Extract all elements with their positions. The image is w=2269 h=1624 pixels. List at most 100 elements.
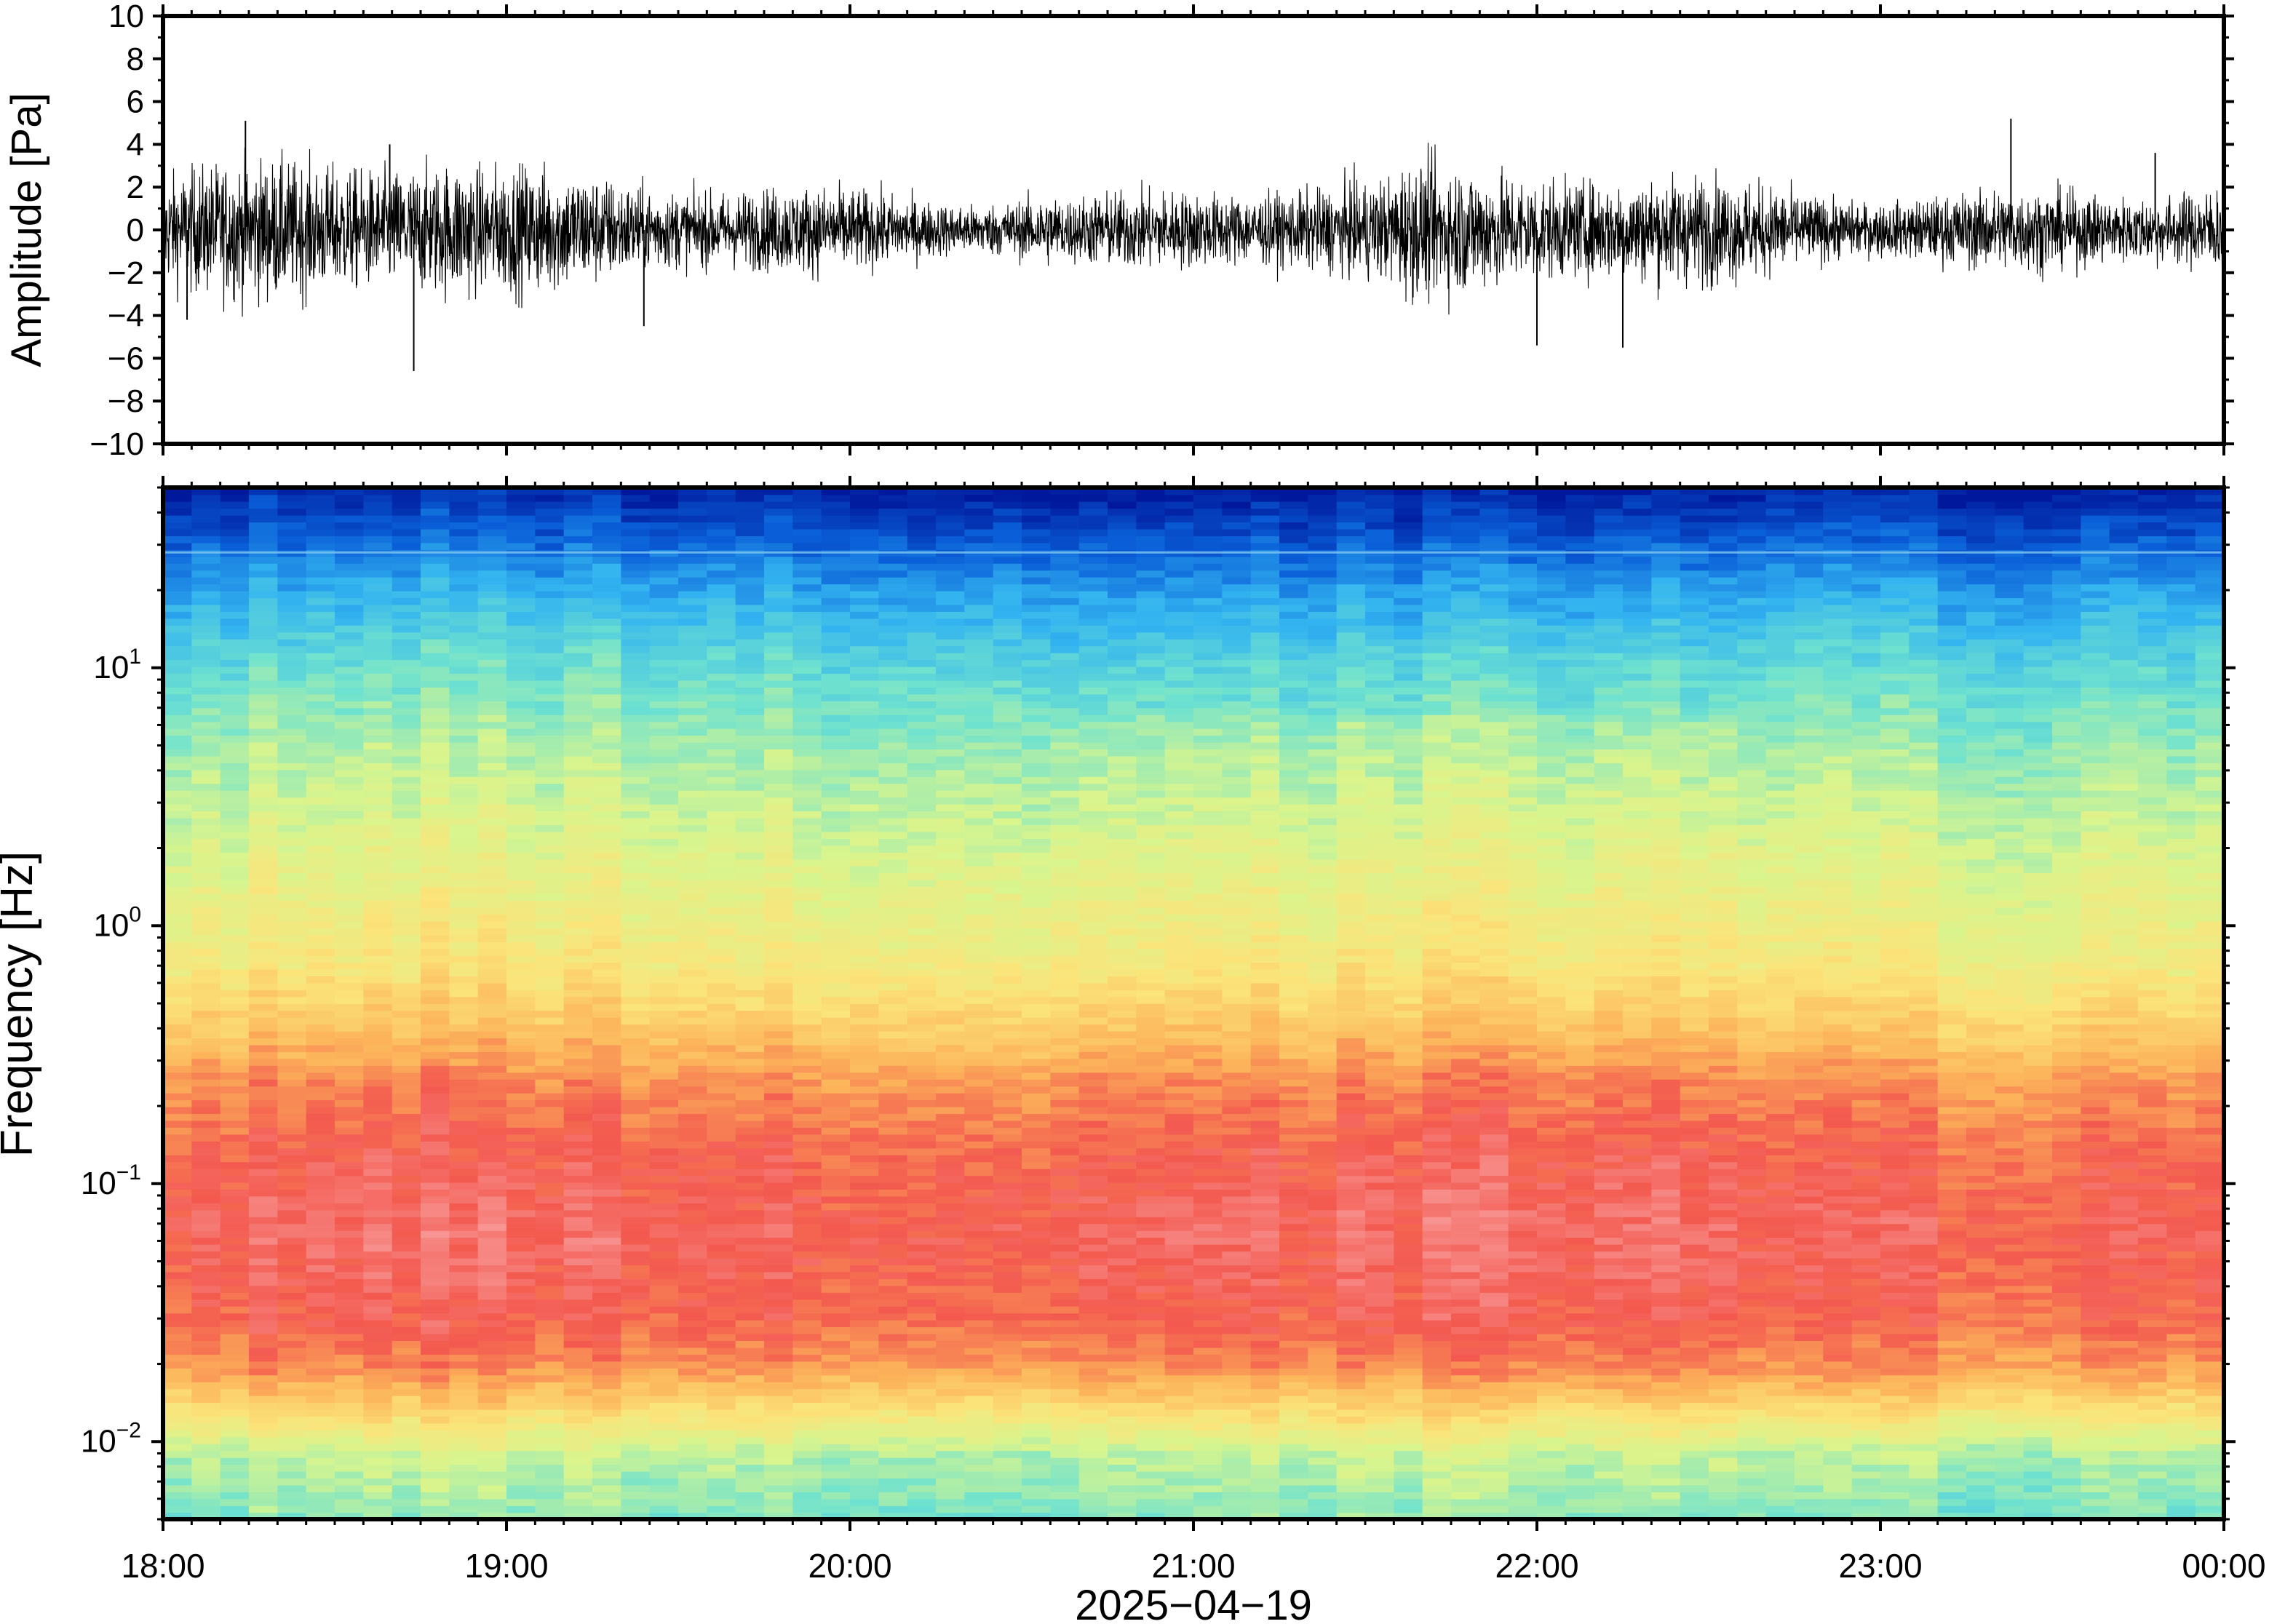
spectrogram-cell — [2023, 1512, 2053, 1519]
spectrogram-cell — [821, 1161, 851, 1169]
spectrogram-cell — [1995, 1422, 2024, 1430]
spectrogram-cell — [449, 1450, 479, 1458]
spectrogram-cell — [1594, 1209, 1624, 1217]
spectrogram-cell — [535, 1430, 565, 1438]
spectrogram-cell — [2109, 1257, 2139, 1266]
spectrogram-cell — [1680, 1257, 1709, 1266]
spectrogram-cell — [1279, 1505, 1309, 1513]
spectrogram-cell — [2109, 1154, 2139, 1163]
spectrogram-cell — [1365, 1381, 1395, 1390]
spectrogram-cell — [1565, 1127, 1595, 1135]
spectrogram-cell — [1880, 1498, 1910, 1506]
spectrogram-cell — [1108, 1361, 1137, 1369]
spectrogram-cell — [1308, 1430, 1338, 1438]
spectrogram-cell — [1336, 1292, 1366, 1300]
spectrogram-cell — [1108, 1512, 1137, 1519]
spectrogram-cell — [1108, 1285, 1137, 1293]
spectrogram-cell — [506, 1381, 536, 1390]
spectrogram-cell — [363, 1230, 393, 1238]
spectrogram-cell — [535, 1292, 565, 1300]
spectrogram-cell — [907, 1203, 937, 1211]
spectrogram-cell — [1995, 1484, 2024, 1492]
spectrogram-cell — [1078, 1189, 1108, 1197]
spectrogram-cell — [1279, 1422, 1309, 1430]
spectrogram-cell — [2138, 1388, 2168, 1396]
spectrogram-cell — [1250, 1395, 1280, 1404]
spectrogram-cell — [1851, 1478, 1881, 1486]
spectrogram-cell — [1164, 1326, 1194, 1334]
spectrogram-cell — [850, 1444, 880, 1452]
spectrogram-cell — [1394, 1243, 1423, 1252]
spectrogram-cell — [1050, 1209, 1080, 1217]
spectrogram-cell — [792, 1257, 822, 1266]
spectrogram-cell — [707, 1326, 736, 1334]
spectrogram-cell — [1537, 1072, 1567, 1080]
spectrogram-cell — [764, 1175, 794, 1183]
spectrogram-cell — [2195, 1134, 2224, 1142]
spectrogram-cell — [563, 1505, 593, 1513]
spectrogram-cell — [964, 1168, 994, 1177]
spectrogram-cell — [1336, 1147, 1366, 1155]
spectrogram-cell — [2138, 1285, 2168, 1293]
waveform-y-tick-label: −10 — [90, 426, 144, 462]
spectrogram-cell — [821, 1333, 851, 1342]
spectrogram-cell — [764, 1347, 794, 1355]
spectrogram-cell — [306, 1492, 335, 1500]
spectrogram-cell — [1136, 1340, 1166, 1348]
spectrogram-cell — [249, 1368, 279, 1376]
spectrogram-cell — [1709, 1113, 1738, 1121]
spectrogram-cell — [449, 1430, 479, 1438]
spectrogram-cell — [2138, 1402, 2168, 1410]
spectrogram-cell — [563, 1354, 593, 1362]
spectrogram-cell — [1078, 1319, 1108, 1328]
spectrogram-cell — [335, 1120, 365, 1128]
spectrogram-cell — [1022, 1271, 1052, 1279]
spectrogram-cell — [1222, 1106, 1252, 1115]
spectrogram-cell — [592, 1512, 622, 1519]
spectrogram-cell — [1909, 1333, 1939, 1342]
spectrogram-cell — [2195, 1299, 2224, 1307]
spectrogram-cell — [735, 1223, 765, 1231]
spectrogram-cell — [1479, 1195, 1509, 1203]
spectrogram-cell — [1508, 1086, 1538, 1094]
spectrogram-cell — [1136, 1464, 1166, 1472]
spectrogram-cell — [1365, 1099, 1395, 1107]
spectrogram-cell — [678, 1333, 708, 1342]
spectrogram-cell — [764, 1305, 794, 1314]
spectrogram-cell — [1479, 1147, 1509, 1155]
spectrogram-cell — [1222, 1313, 1252, 1321]
spectrogram-cell — [1565, 1470, 1595, 1479]
spectrogram-cell — [592, 1498, 622, 1506]
spectrogram-cell — [249, 1223, 279, 1231]
spectrogram-cell — [2195, 1492, 2224, 1500]
spectrogram-cell — [1193, 1072, 1223, 1080]
spectrogram-cell — [1623, 1368, 1653, 1376]
spectrogram-cell — [1680, 1265, 1709, 1273]
spectrogram-cell — [1737, 1505, 1767, 1513]
spectrogram-cell — [1365, 1354, 1395, 1362]
spectrogram-cell — [2109, 1457, 2139, 1465]
spectrogram-cell — [1737, 1161, 1767, 1169]
spectrogram-cell — [1279, 1092, 1309, 1101]
spectrogram-cell — [2109, 1113, 2139, 1121]
spectrogram-cell — [678, 1168, 708, 1177]
spectrogram-cell — [936, 1422, 966, 1430]
spectrogram-cell — [1136, 1203, 1166, 1211]
spectrogram-cell — [477, 1430, 507, 1438]
spectrogram-cell — [1594, 1368, 1624, 1376]
spectrogram-cell — [1537, 1444, 1567, 1452]
spectrogram-cell — [1078, 1209, 1108, 1217]
spectrogram-cell — [220, 1147, 250, 1155]
spectrogram-cell — [363, 1484, 393, 1492]
spectrogram-cell — [191, 1243, 221, 1252]
spectrogram-cell — [1594, 1450, 1624, 1458]
spectrogram-cell — [1937, 1168, 1967, 1177]
spectrogram-cell — [1078, 1182, 1108, 1190]
spectrogram-cell — [421, 1292, 450, 1300]
spectrogram-cell — [2195, 1470, 2224, 1479]
spectrogram-cell — [363, 1141, 393, 1149]
spectrogram-cell — [1479, 1203, 1509, 1211]
spectrogram-cell — [477, 1464, 507, 1472]
spectrogram-cell — [1623, 1470, 1653, 1479]
spectrogram-cell — [1909, 1147, 1939, 1155]
